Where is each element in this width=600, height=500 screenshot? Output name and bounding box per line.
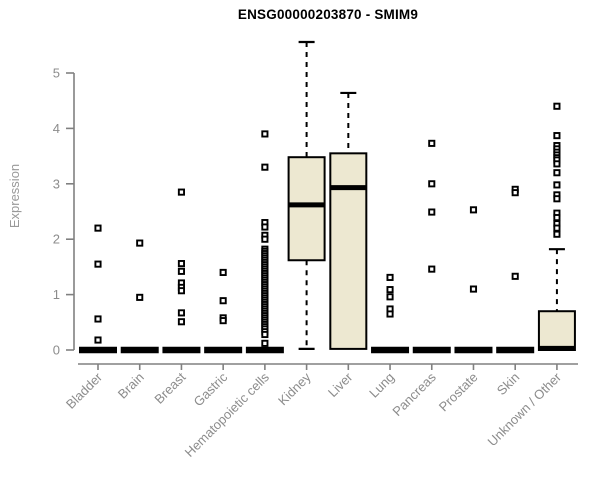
outlier-point	[261, 339, 269, 347]
outlier-point	[553, 102, 561, 110]
x-tick-label: Kidney	[275, 369, 314, 408]
y-tick-label: 2	[53, 232, 60, 247]
outlier-point	[177, 287, 185, 295]
outlier-point	[428, 208, 436, 216]
y-tick-label: 0	[53, 343, 60, 358]
outlier-point	[428, 139, 436, 147]
y-tick-label: 1	[53, 287, 60, 302]
outlier-point	[511, 189, 519, 197]
outlier-point	[177, 260, 185, 268]
outlier-point	[469, 285, 478, 293]
y-tick-label: 3	[53, 176, 60, 191]
x-tick-label: Lung	[366, 370, 397, 401]
outlier-point	[94, 315, 102, 323]
y-tick-label: 4	[53, 121, 60, 136]
outlier-point	[261, 330, 269, 339]
outlier-point	[177, 188, 185, 196]
outlier-point	[553, 160, 561, 168]
x-tick-label: Brain	[115, 370, 147, 402]
box-rect	[329, 152, 368, 350]
outlier-point	[136, 293, 144, 301]
y-axis-label: Expression	[7, 163, 22, 229]
outlier-point	[553, 132, 561, 140]
outlier-point	[261, 163, 269, 171]
outlier-point	[386, 293, 394, 301]
y-tick-label: 5	[53, 66, 60, 81]
x-tick-label: Liver	[325, 369, 356, 400]
outlier-point	[553, 195, 561, 203]
outlier-point	[219, 317, 227, 325]
x-tick-label: Gastric	[191, 369, 231, 409]
outlier-point	[94, 336, 102, 344]
x-tick-label: Breast	[151, 369, 188, 406]
outlier-point	[553, 224, 561, 232]
outlier-point	[177, 309, 185, 317]
box-rect	[537, 310, 576, 351]
outlier-point	[261, 235, 269, 243]
outlier-point	[136, 239, 144, 247]
chart-title: ENSG00000203870 - SMIM9	[237, 7, 419, 22]
outlier-point	[553, 230, 561, 238]
x-tick-label: Unknown / Other	[484, 369, 564, 449]
outlier-point	[428, 265, 436, 273]
outlier-point	[553, 169, 561, 177]
box-rect	[287, 156, 326, 262]
outlier-point	[553, 181, 561, 189]
outlier-point	[261, 223, 269, 231]
outlier-point	[94, 260, 102, 268]
outlier-point	[177, 267, 185, 275]
outlier-point	[177, 318, 185, 326]
outlier-point	[553, 214, 561, 222]
outlier-point	[386, 310, 394, 318]
x-tick-label: Skin	[494, 370, 522, 398]
outlier-point	[428, 180, 436, 188]
outlier-point	[219, 297, 227, 305]
outlier-point	[511, 272, 519, 280]
outlier-point	[386, 273, 394, 281]
outlier-point	[469, 206, 478, 214]
x-tick-label: Bladder	[63, 369, 106, 412]
x-tick-label: Pancreas	[389, 369, 439, 419]
outlier-point	[219, 268, 227, 276]
outlier-point	[261, 130, 269, 138]
x-tick-label: Prostate	[436, 370, 481, 415]
outlier-point	[386, 286, 394, 294]
outlier-point	[94, 224, 102, 232]
